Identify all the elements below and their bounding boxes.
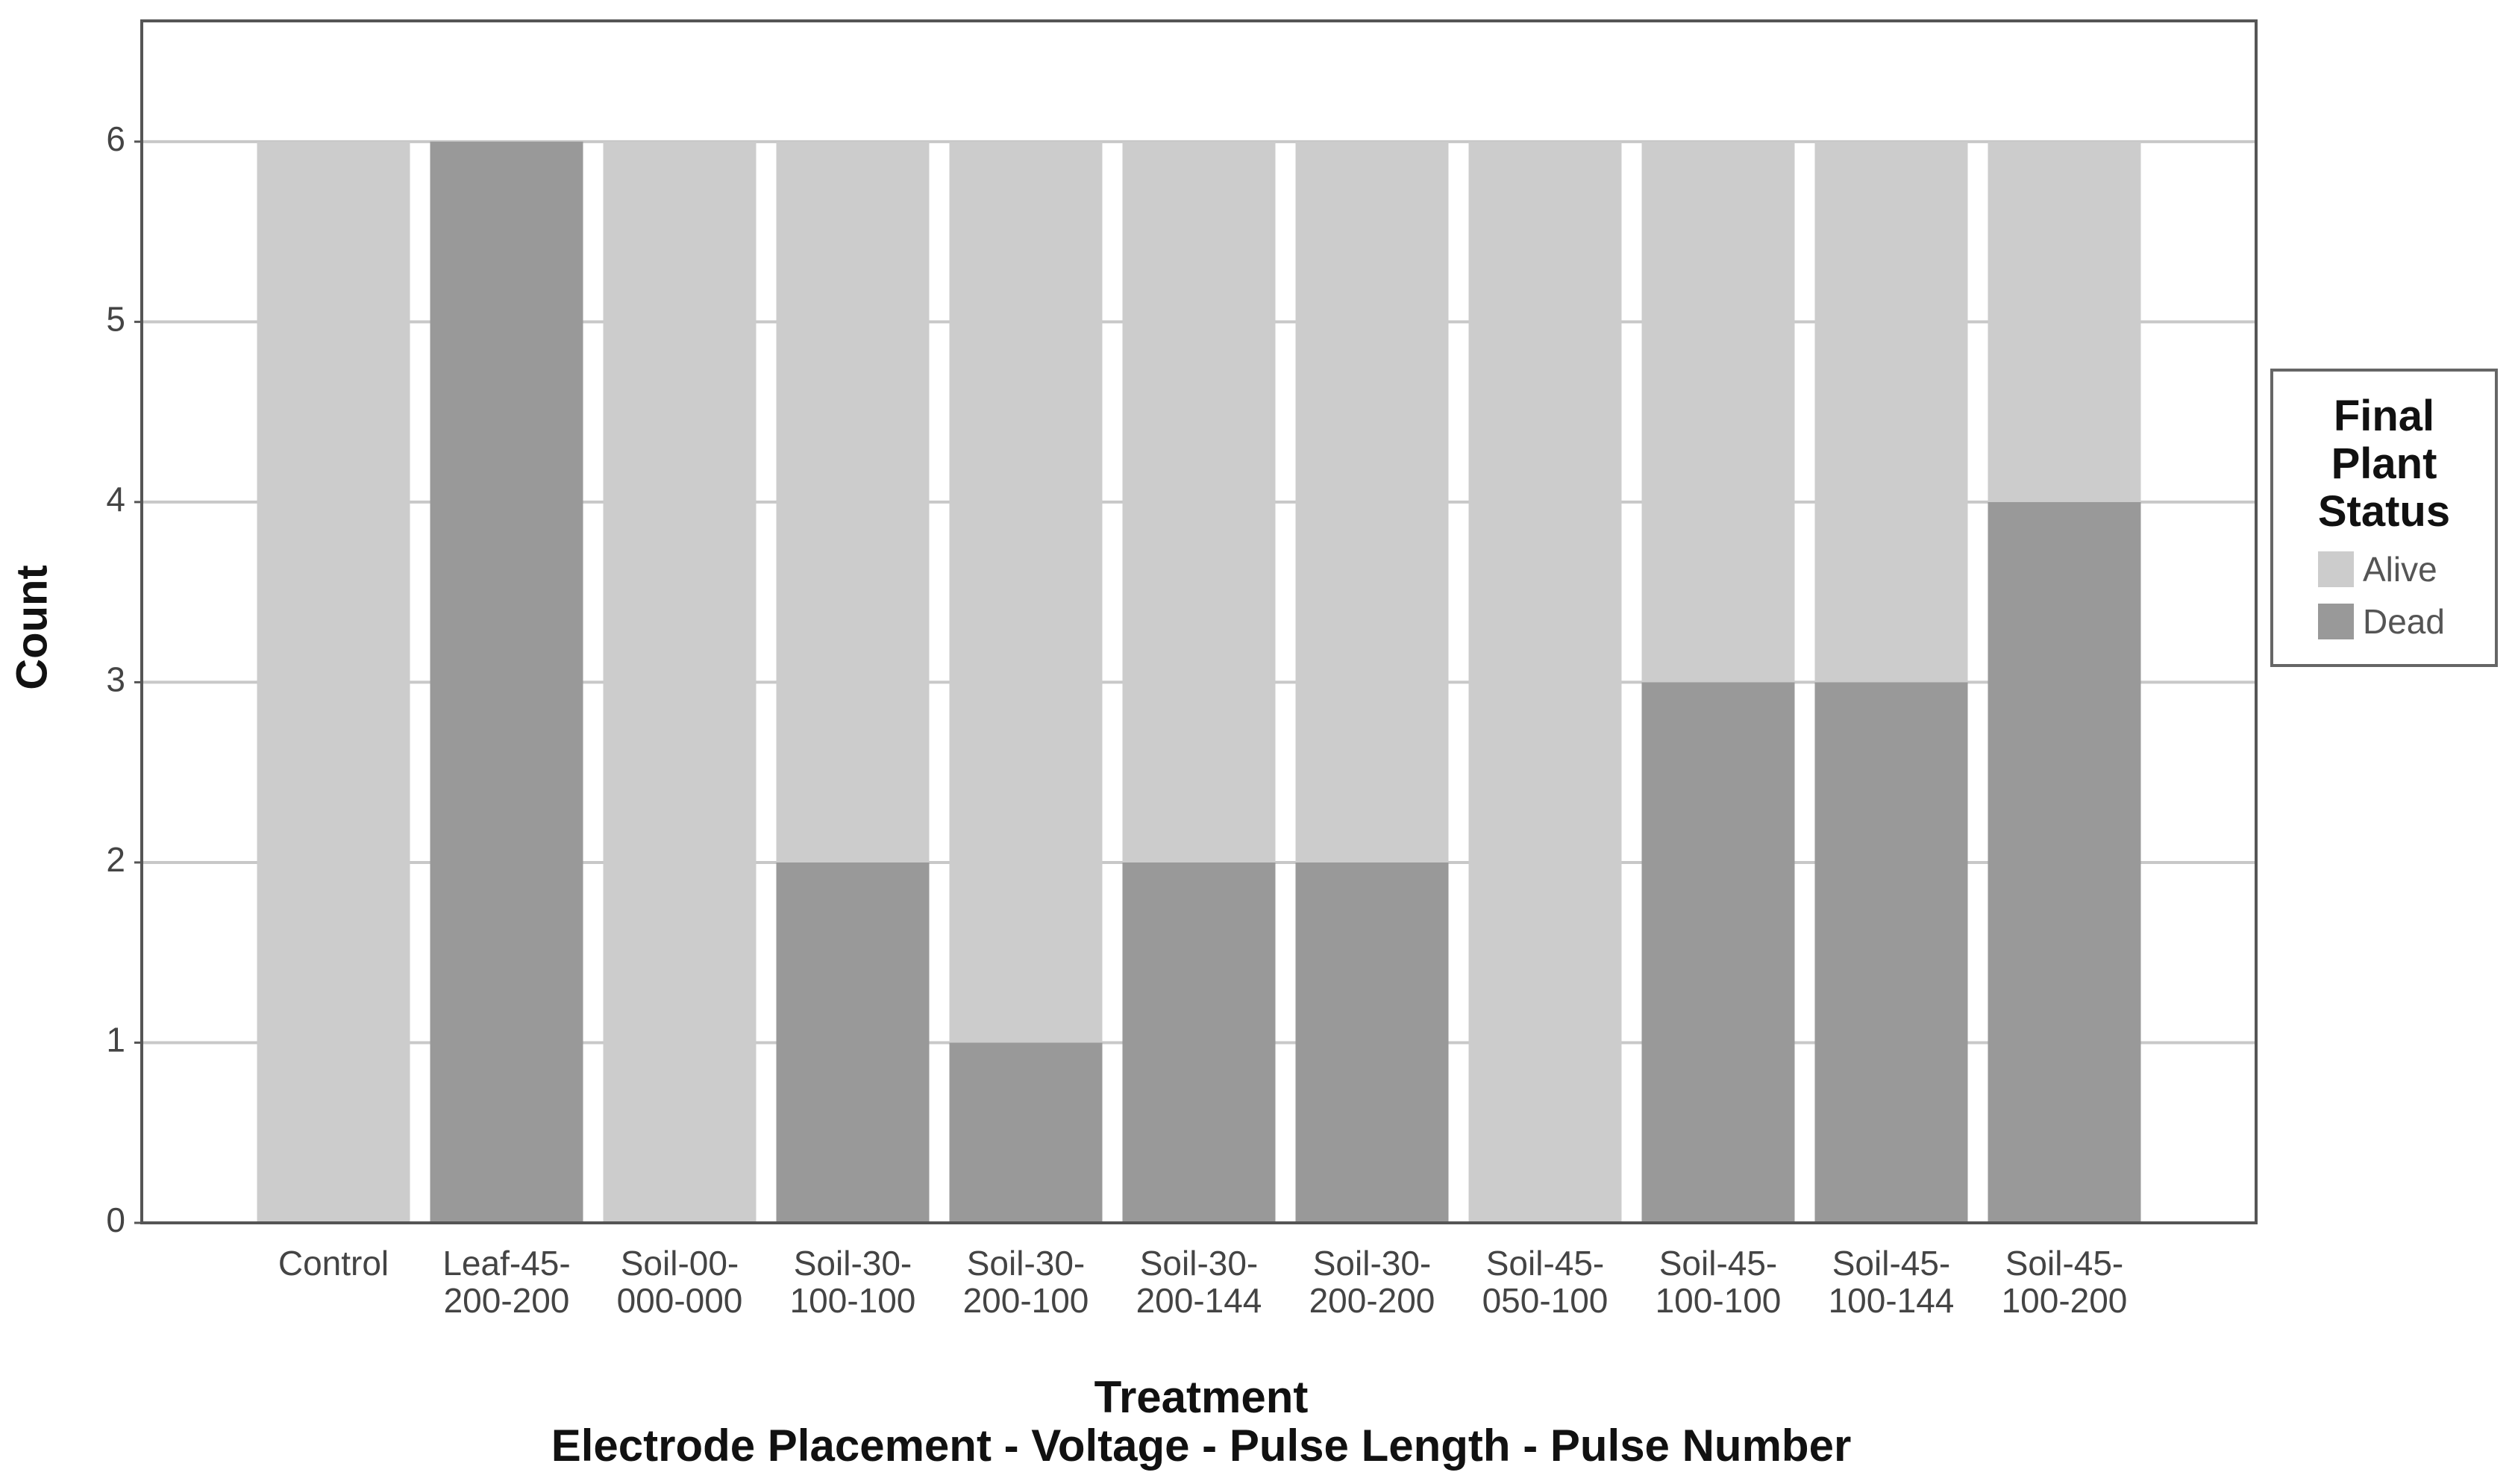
x-tick-label: Soil-45-100-200: [2001, 1244, 2128, 1320]
bar-segment: [1641, 682, 1795, 1223]
bar-segment: [776, 141, 930, 862]
bar-segment: [1295, 141, 1449, 862]
x-axis-label: Treatment: [1094, 1372, 1309, 1422]
bar-segment: [257, 141, 410, 1223]
y-tick-label: 2: [106, 840, 125, 879]
bar-segment: [1641, 141, 1795, 683]
legend-swatch: [2318, 551, 2354, 587]
y-axis-label: Count: [7, 565, 56, 690]
bar-segment: [430, 141, 583, 1223]
x-tick-label: Soil-00-000-000: [616, 1244, 743, 1320]
x-tick-label: Soil-30-100-100: [789, 1244, 916, 1320]
x-tick-label: Soil-30-200-200: [1309, 1244, 1435, 1320]
bar-segment: [1814, 682, 1968, 1223]
y-tick-label: 5: [106, 300, 125, 339]
bar-segment: [1988, 141, 2141, 502]
bar-segment: [1295, 862, 1449, 1223]
x-tick-label: Soil-45-100-144: [1828, 1244, 1955, 1320]
x-tick-label: Control: [278, 1244, 389, 1283]
legend-swatch: [2318, 604, 2354, 639]
y-tick-label: 3: [106, 660, 125, 699]
x-tick-label: Soil-30-200-144: [1136, 1244, 1262, 1320]
legend-label: Dead: [2363, 602, 2445, 641]
plot-frame: [140, 19, 2258, 1224]
legend-label: Alive: [2363, 550, 2437, 589]
legend: Final Plant Status Alive Dead: [2270, 369, 2498, 667]
bar-segment: [949, 1042, 1103, 1223]
y-tick-label: 4: [106, 480, 125, 519]
x-axis-sublabel: Electrode Placement - Voltage - Pulse Le…: [551, 1421, 1852, 1471]
x-tick-label: Soil-45-050-100: [1482, 1244, 1609, 1320]
bar-segment: [1468, 141, 1622, 1223]
y-tick-label: 0: [106, 1200, 125, 1239]
bar-segment: [1988, 501, 2141, 1223]
bar-segment: [1814, 141, 1968, 683]
x-tick-label: Soil-45-100-100: [1655, 1244, 1782, 1320]
bar-segment: [776, 862, 930, 1223]
x-tick-label: Leaf-45-200-200: [442, 1244, 571, 1320]
legend-item: Alive: [2273, 543, 2495, 595]
legend-item: Dead: [2273, 595, 2495, 648]
y-tick-label: 6: [106, 119, 125, 158]
bar-segment: [1122, 862, 1276, 1223]
x-tick-label: Soil-30-200-100: [962, 1244, 1089, 1320]
bar-segment: [603, 141, 757, 1223]
legend-title: Final Plant Status: [2317, 392, 2451, 536]
y-tick-label: 1: [106, 1021, 125, 1059]
bar-segment: [1122, 141, 1276, 862]
bar-segment: [949, 141, 1103, 1043]
